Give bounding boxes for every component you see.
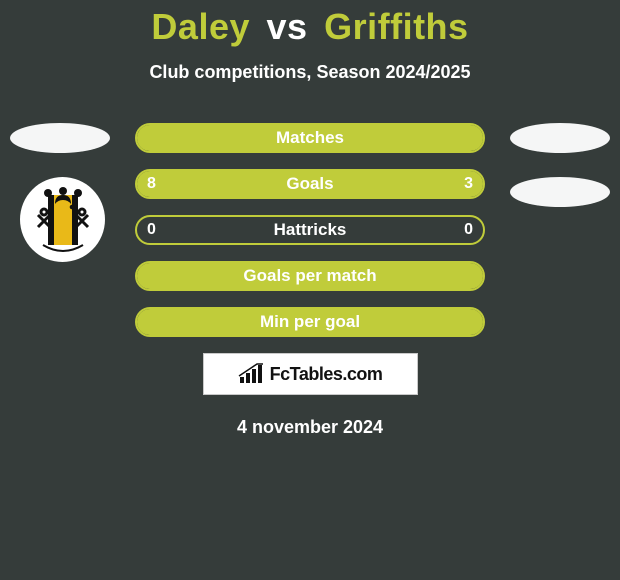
stat-value-right: 3 xyxy=(464,175,473,193)
subtitle: Club competitions, Season 2024/2025 xyxy=(0,62,620,83)
bars-logo-icon xyxy=(238,363,264,385)
comparison-title: Daley vs Griffiths xyxy=(0,0,620,48)
player1-club-crest xyxy=(20,177,105,262)
footer-brand-box: FcTables.com xyxy=(203,353,418,395)
footer-brand-text: FcTables.com xyxy=(270,364,383,385)
vs-text: vs xyxy=(261,6,314,47)
stat-row-goals: 8 3 Goals xyxy=(135,169,485,199)
club-crest-icon xyxy=(28,185,98,255)
stat-row-min-per-goal: Min per goal xyxy=(135,307,485,337)
player2-photo-placeholder xyxy=(510,123,610,153)
stat-fill-left xyxy=(137,171,390,197)
stat-fill-left xyxy=(137,309,483,335)
brand-suffix: Tables.com xyxy=(290,364,383,384)
content-area: Matches 8 3 Goals 0 0 Hattricks Goals pe… xyxy=(0,123,620,438)
stat-row-goals-per-match: Goals per match xyxy=(135,261,485,291)
player1-name: Daley xyxy=(151,6,250,47)
stat-label: Hattricks xyxy=(137,220,483,240)
stat-value-left: 8 xyxy=(147,175,156,193)
player1-photo-placeholder xyxy=(10,123,110,153)
stat-row-matches: Matches xyxy=(135,123,485,153)
stat-bars: Matches 8 3 Goals 0 0 Hattricks Goals pe… xyxy=(135,123,485,337)
brand-prefix: Fc xyxy=(270,364,290,384)
stat-value-right: 0 xyxy=(464,221,473,239)
player2-club-placeholder xyxy=(510,177,610,207)
player2-name: Griffiths xyxy=(324,6,469,47)
stat-value-left: 0 xyxy=(147,221,156,239)
stat-fill-left xyxy=(137,263,483,289)
stat-fill-left xyxy=(137,125,483,151)
stat-row-hattricks: 0 0 Hattricks xyxy=(135,215,485,245)
date-text: 4 november 2024 xyxy=(0,417,620,438)
